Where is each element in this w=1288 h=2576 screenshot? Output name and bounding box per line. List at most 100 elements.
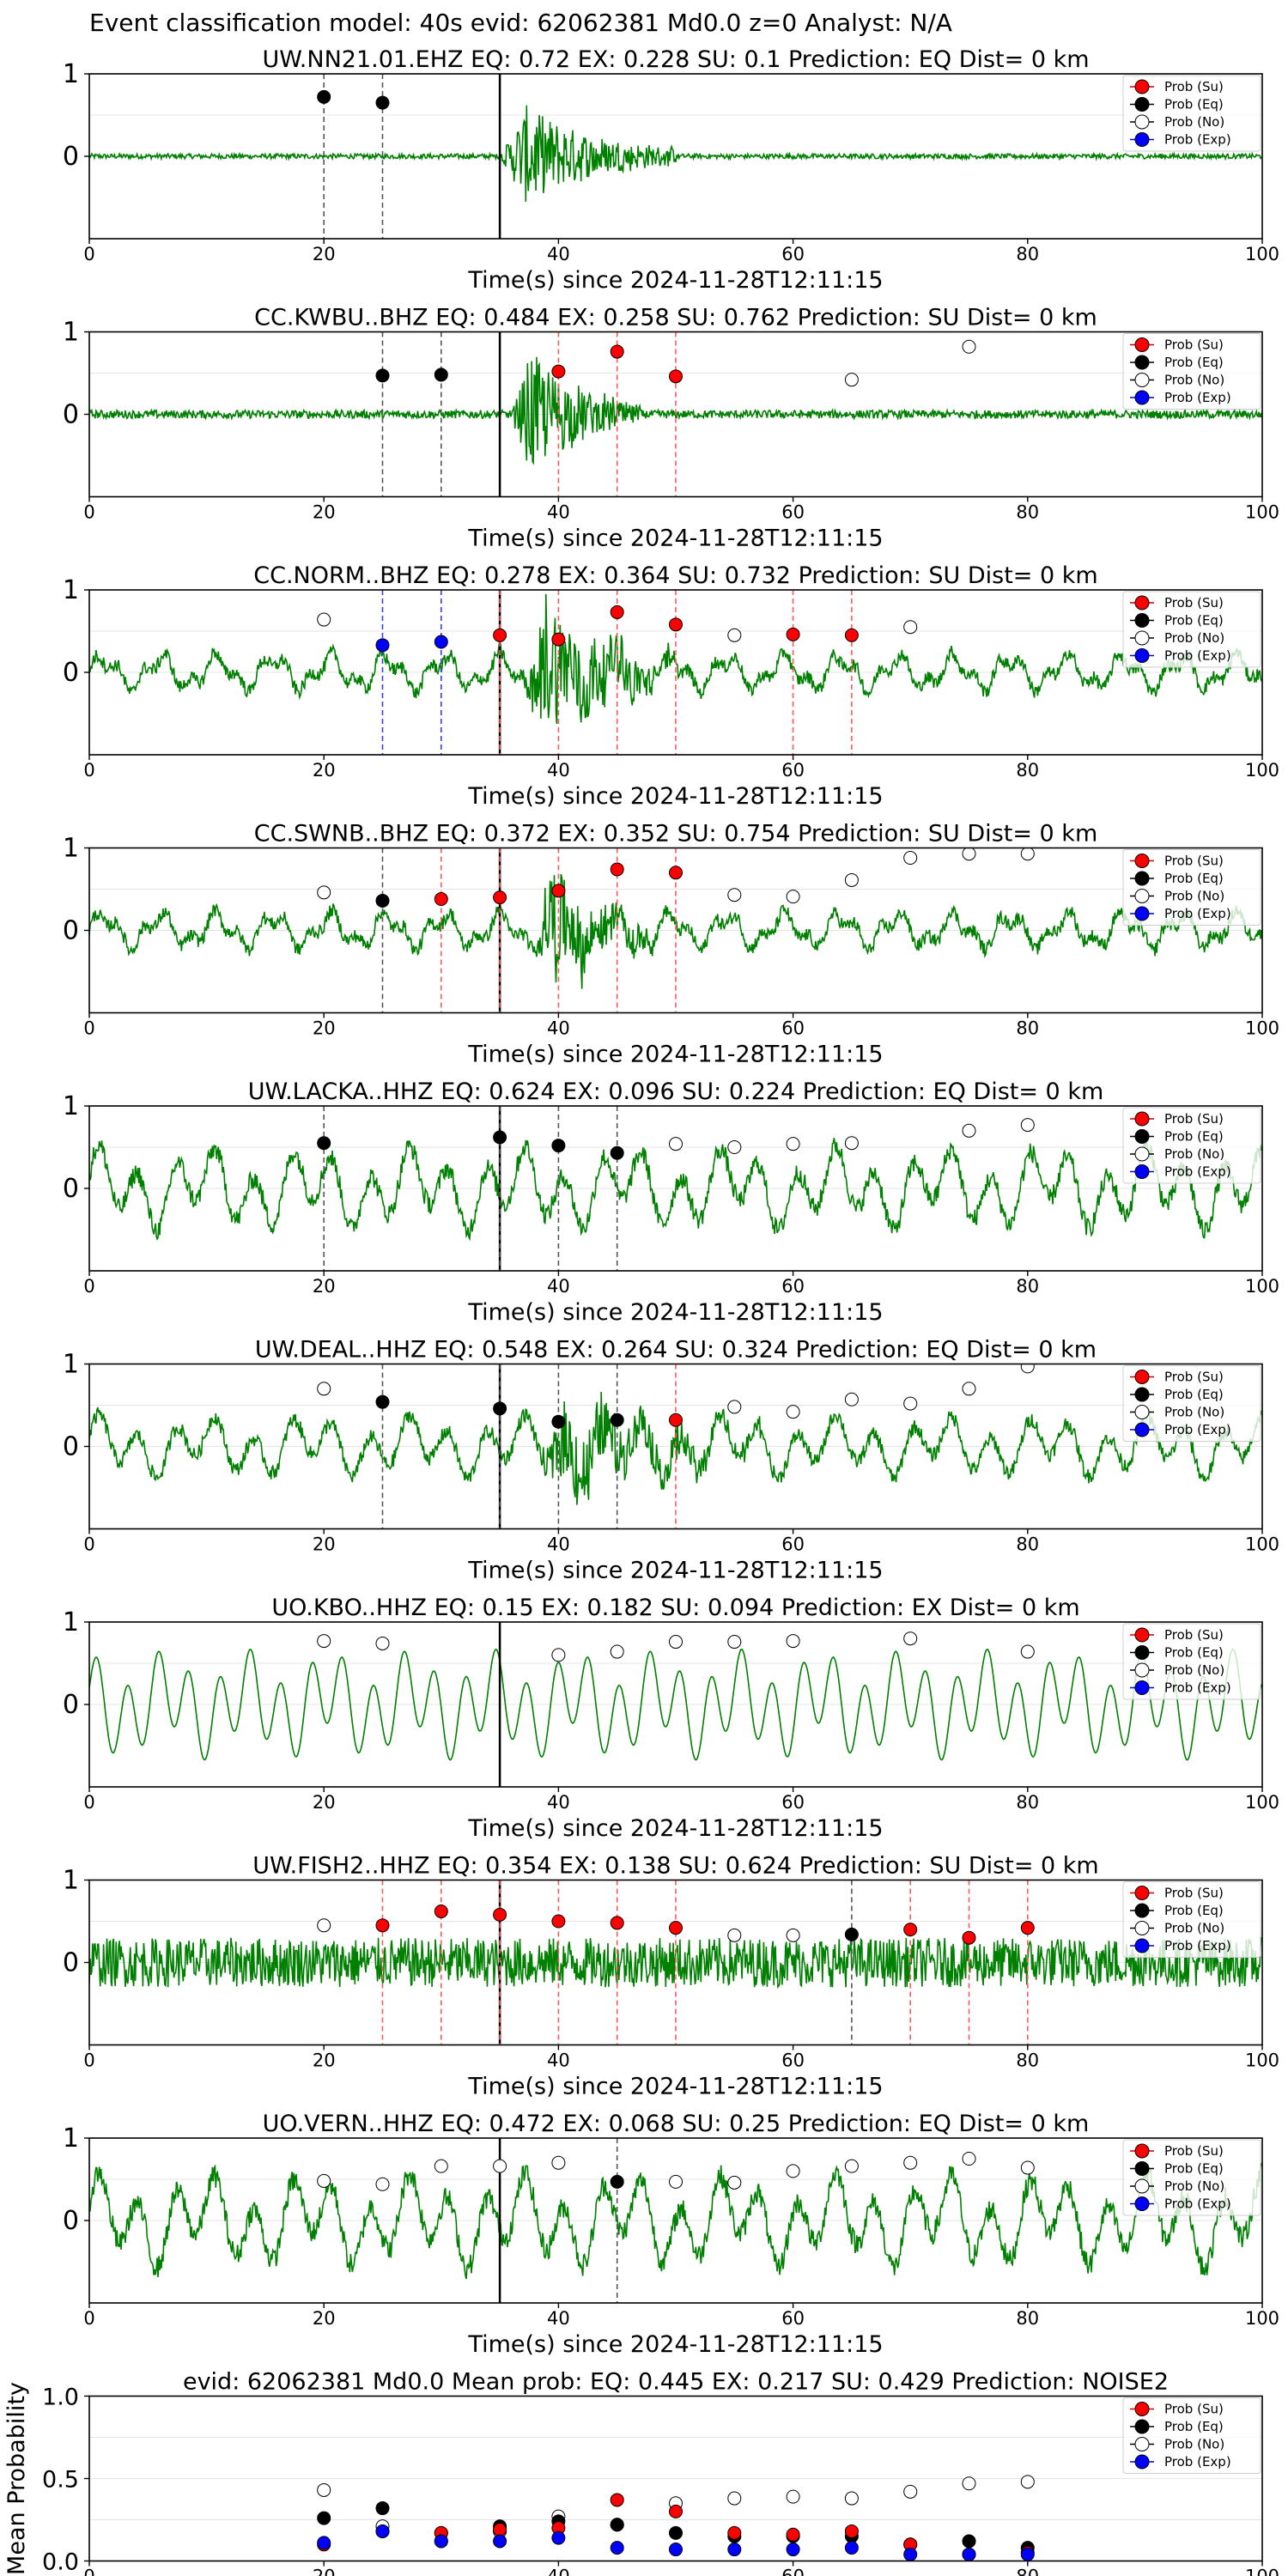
legend-marker bbox=[1134, 630, 1150, 646]
probability-point-su bbox=[434, 1904, 448, 1918]
mean-probability-point-exp bbox=[610, 2541, 624, 2555]
plot-area bbox=[89, 1364, 1262, 1529]
legend-marker bbox=[1134, 337, 1150, 352]
x-tick-label: 80 bbox=[1016, 760, 1039, 781]
legend-label: Prob (Exp) bbox=[1164, 1422, 1231, 1437]
probability-point-no bbox=[1020, 2160, 1035, 2175]
mean-probability-point-exp bbox=[434, 2534, 448, 2549]
probability-point-no bbox=[786, 1405, 800, 1419]
legend-label: Prob (No) bbox=[1164, 373, 1224, 388]
probability-point-su bbox=[786, 627, 800, 641]
probability-point-no bbox=[786, 1928, 800, 1942]
mean-probability-point-no bbox=[844, 2491, 859, 2506]
station-panel: UO.KBO..HHZ EQ: 0.15 EX: 0.182 SU: 0.094… bbox=[63, 1595, 1279, 1842]
mean-probability-point-no bbox=[903, 2484, 918, 2499]
x-tick-label: 100 bbox=[1245, 760, 1279, 781]
legend-marker bbox=[1134, 2143, 1150, 2159]
probability-point-su bbox=[844, 628, 859, 642]
y-tick-label: 1 bbox=[63, 1866, 79, 1896]
x-tick-label: 40 bbox=[547, 502, 570, 523]
probability-point-no bbox=[844, 373, 859, 387]
x-tick-label: 100 bbox=[1245, 1018, 1279, 1039]
legend-marker bbox=[1134, 97, 1150, 112]
legend-marker bbox=[1134, 1146, 1150, 1162]
probability-point-no bbox=[962, 339, 976, 354]
y-tick-label: 0 bbox=[63, 916, 79, 946]
probability-point-no bbox=[551, 2155, 566, 2170]
legend-marker bbox=[1134, 1370, 1150, 1384]
legend-label: Prob (Su) bbox=[1164, 2402, 1224, 2417]
seismogram-waveform bbox=[89, 1138, 1262, 1242]
mean-probability-point-exp bbox=[727, 2543, 742, 2557]
probability-point-no bbox=[669, 2174, 683, 2189]
seismogram-waveform bbox=[89, 356, 1262, 465]
mean-probability-point-exp bbox=[317, 2536, 331, 2550]
x-tick-label: 100 bbox=[1245, 1534, 1279, 1555]
x-tick-label: 60 bbox=[781, 1018, 805, 1039]
probability-point-no bbox=[375, 2177, 390, 2191]
probability-point-su bbox=[1020, 1921, 1035, 1935]
plot-area bbox=[89, 74, 1262, 239]
probability-point-no bbox=[727, 1400, 742, 1414]
probability-point-no bbox=[962, 848, 976, 861]
probability-point-eq bbox=[375, 368, 390, 383]
mean-probability-point-exp bbox=[1020, 2547, 1035, 2561]
mean-probability-point-no bbox=[1020, 2475, 1035, 2489]
probability-point-no bbox=[551, 1648, 566, 1662]
probability-point-no bbox=[317, 1918, 331, 1933]
probability-point-eq bbox=[317, 89, 331, 104]
y-tick-label: 0 bbox=[63, 1948, 79, 1978]
legend-marker bbox=[1134, 1938, 1150, 1953]
probability-point-eq bbox=[551, 1414, 566, 1429]
mean-probability-point-su bbox=[786, 2527, 800, 2542]
panel-title: UW.NN21.01.EHZ EQ: 0.72 EX: 0.228 SU: 0.… bbox=[262, 46, 1089, 73]
mean-probability-point-no bbox=[786, 2489, 800, 2504]
legend-label: Prob (Exp) bbox=[1164, 2196, 1231, 2212]
y-tick-label: 0 bbox=[63, 400, 79, 430]
x-tick-label: 40 bbox=[547, 1276, 570, 1297]
x-tick-label: 60 bbox=[781, 2308, 805, 2329]
plot-area bbox=[317, 2475, 1035, 2561]
plot-area bbox=[89, 1622, 1262, 1787]
probability-point-eq bbox=[610, 1413, 624, 1427]
probability-point-no bbox=[962, 1382, 976, 1396]
legend: Prob (Su) Prob (Eq)Prob (No) Prob (Exp) bbox=[1122, 1107, 1261, 1184]
seismogram-waveform bbox=[89, 105, 1262, 202]
plot-area bbox=[89, 848, 1262, 1013]
legend-label: Prob (No) bbox=[1164, 1662, 1224, 1678]
mean-probability-point-eq bbox=[317, 2511, 331, 2525]
panel-title: CC.SWNB..BHZ EQ: 0.372 EX: 0.352 SU: 0.7… bbox=[254, 821, 1098, 848]
mean-probability-point-exp bbox=[962, 2547, 976, 2561]
probability-point-no bbox=[727, 1635, 742, 1649]
legend-frame bbox=[1122, 1107, 1261, 1184]
x-tick-label: 20 bbox=[313, 2567, 336, 2576]
mean-probability-point-su bbox=[669, 2504, 683, 2518]
y-tick-label: 0.5 bbox=[42, 2467, 79, 2494]
legend-marker bbox=[1134, 2196, 1150, 2211]
x-tick-label: 0 bbox=[83, 760, 94, 781]
legend-frame bbox=[1122, 849, 1261, 926]
x-tick-label: 40 bbox=[547, 1018, 570, 1039]
seismogram-waveform bbox=[89, 2162, 1262, 2280]
probability-point-su bbox=[610, 344, 624, 359]
x-tick-label: 80 bbox=[1016, 1018, 1039, 1039]
probability-point-no bbox=[844, 1136, 859, 1151]
legend-marker bbox=[1134, 1164, 1150, 1179]
legend-label: Prob (No) bbox=[1164, 889, 1224, 904]
x-tick-label: 40 bbox=[547, 244, 570, 264]
y-tick-label: 1 bbox=[63, 834, 79, 864]
legend-label: Prob (Su) bbox=[1164, 1111, 1224, 1127]
x-tick-label: 0 bbox=[83, 2050, 94, 2071]
mean-probability-point-exp bbox=[551, 2530, 566, 2545]
legend-label: Prob (Exp) bbox=[1164, 1164, 1231, 1180]
probability-point-no bbox=[903, 851, 918, 866]
mean-probability-point-su bbox=[727, 2525, 742, 2540]
x-tick-label: 60 bbox=[781, 1792, 805, 1813]
x-axis-label: Time(s) since 2024-11-28T12:11:15 bbox=[467, 783, 883, 810]
figure-suptitle: Event classification model: 40s evid: 62… bbox=[89, 9, 952, 37]
panel-title: UW.LACKA..HHZ EQ: 0.624 EX: 0.096 SU: 0.… bbox=[248, 1078, 1104, 1105]
probability-point-no bbox=[727, 2175, 742, 2190]
probability-point-eq bbox=[610, 1145, 624, 1160]
panel-title: CC.KWBU..BHZ EQ: 0.484 EX: 0.258 SU: 0.7… bbox=[254, 305, 1097, 331]
legend-frame bbox=[1122, 1623, 1261, 1700]
